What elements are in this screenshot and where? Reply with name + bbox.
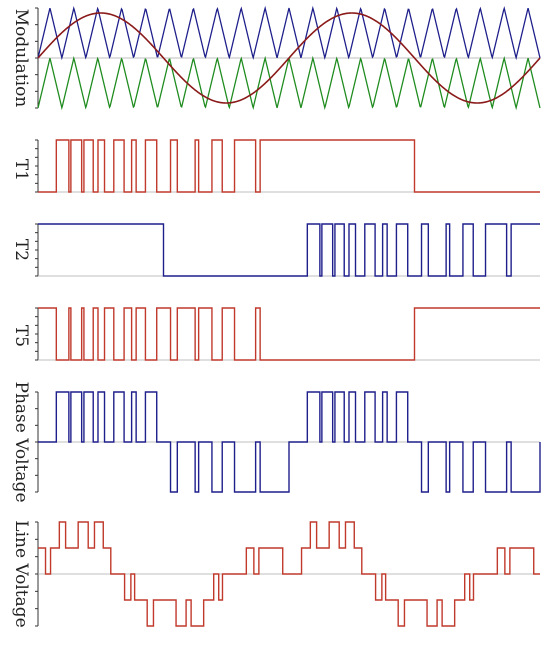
t1-ylabel: T1 (11, 159, 31, 181)
phase-ylabel: Phase Voltage (11, 381, 31, 502)
t2-series (38, 223, 540, 277)
t1-series (38, 139, 540, 193)
t5-ylabel: T5 (11, 325, 31, 347)
t5-series (38, 307, 540, 361)
line-ylabel: Line Voltage (11, 520, 31, 627)
t5-axes: T5 (11, 307, 540, 361)
t2-ylabel: T2 (11, 239, 31, 261)
reference-sine-series (37, 12, 541, 104)
carrier-upper-series (37, 5, 541, 61)
t2-axes: T2 (11, 223, 540, 277)
phase-series (38, 391, 541, 493)
modulation-axes: Modulation (11, 7, 540, 109)
t1-axes: T1 (11, 139, 540, 193)
modulation-ylabel: Modulation (11, 9, 31, 108)
line-series (38, 521, 540, 627)
line-axes: Line Voltage (11, 520, 540, 628)
